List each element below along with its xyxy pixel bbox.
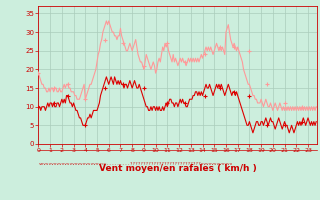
Text: vvvvvvvvvvvvvvvvvvvvvvvv<<---------???????????????????????????vvvvvvvvvvvv: vvvvvvvvvvvvvvvvvvvvvvvv<<---------?????… xyxy=(38,162,233,166)
X-axis label: Vent moyen/en rafales ( km/h ): Vent moyen/en rafales ( km/h ) xyxy=(99,164,256,173)
